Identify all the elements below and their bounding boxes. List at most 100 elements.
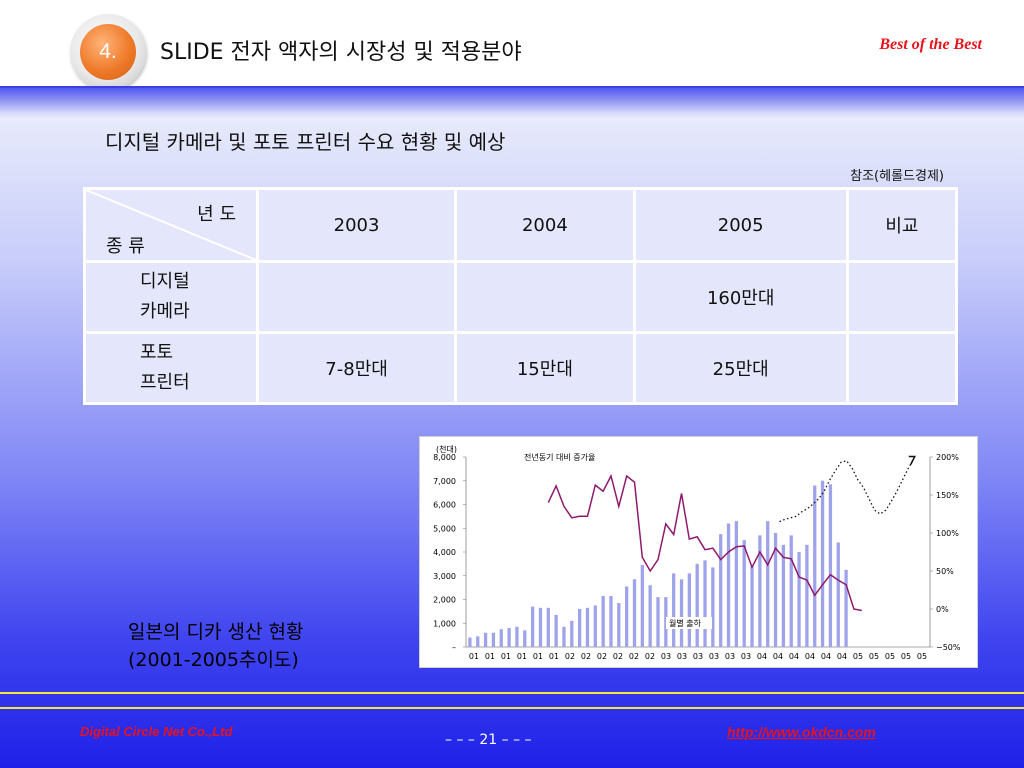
- x-tick-label: 05: [917, 652, 927, 661]
- shipment-bar: [781, 544, 786, 647]
- shipment-bar: [805, 544, 809, 647]
- row-header-line: 디지털: [140, 271, 190, 292]
- row-header: 포토 프린터: [83, 331, 259, 405]
- growth-rate-line: [547, 473, 862, 612]
- table-corner-cell: 년 도 종 류: [83, 187, 259, 263]
- x-tick-label: 03: [741, 652, 751, 661]
- y-right-tick-label: 150%: [936, 491, 959, 500]
- y-left-tick-label: 5,000: [433, 524, 456, 533]
- caption-line: 일본의 디카 생산 현황: [128, 621, 304, 643]
- row-header: 디지털 카메라: [83, 260, 259, 334]
- shipment-bar: [515, 626, 519, 647]
- shipment-bar: [750, 566, 754, 647]
- x-tick-label: 05: [901, 652, 911, 661]
- shipment-bar: [664, 597, 668, 647]
- page-number: – – – 21 – – –: [445, 732, 532, 748]
- forecast-arrowhead: [908, 455, 916, 465]
- shipment-bar: [601, 595, 605, 647]
- x-tick-label: 03: [661, 652, 671, 661]
- x-tick-label: 01: [469, 652, 479, 661]
- column-header: 2005: [632, 187, 849, 263]
- header-band: [0, 86, 1024, 120]
- production-chart: (천대) 8,000 7,000 6,000 5,000 4,000 3,000 2,000 1…: [419, 436, 978, 668]
- slide-title: SLIDE 전자 액자의 시장성 및 적용분야: [160, 40, 522, 65]
- shipment-bar: [468, 637, 472, 647]
- header: [0, 0, 1024, 86]
- shipment-bar: [656, 597, 660, 647]
- x-tick-label: 03: [709, 652, 719, 661]
- shipment-bar: [711, 567, 715, 647]
- content-subtitle: 디지털 카메라 및 포토 프린터 수요 현황 및 예상: [105, 130, 506, 154]
- shipment-bar: [499, 629, 503, 647]
- shipment-bar: [820, 480, 825, 647]
- x-tick-label: 03: [693, 652, 703, 661]
- shipment-bar: [609, 595, 613, 647]
- section-number-badge: 4.: [70, 14, 146, 90]
- shipment-bar: [719, 534, 723, 647]
- x-tick-label: 04: [757, 652, 767, 661]
- y-left-tick-label: 7,000: [433, 477, 456, 486]
- shipment-bar: [679, 579, 684, 647]
- y-left-tick-label: 3,000: [433, 572, 456, 581]
- reference-note: 참조(헤롤드경제): [850, 169, 944, 184]
- shipment-bar: [523, 630, 527, 647]
- shipment-bar: [577, 609, 582, 647]
- shipment-bar: [632, 579, 637, 647]
- header-divider: [0, 86, 1024, 88]
- unit-label: (천대): [436, 444, 457, 454]
- shipment-bar: [538, 607, 543, 647]
- y-right-tick-label: 100%: [936, 529, 959, 538]
- shipment-bar: [734, 521, 739, 647]
- shipment-bar: [773, 533, 778, 647]
- y-left-tick-label: 4,000: [433, 548, 456, 557]
- x-tick-label: 04: [821, 652, 831, 661]
- table-header-row: 년 도 종 류 2003 2004 2005 비교: [83, 187, 959, 263]
- row-header-line: 프린터: [140, 372, 190, 393]
- y-left-tick-label: 1,000: [433, 619, 456, 628]
- shipment-bar: [554, 614, 558, 647]
- column-header: 2003: [255, 187, 458, 263]
- shipment-bar: [758, 535, 762, 647]
- x-tick-label: 05: [885, 652, 895, 661]
- x-tick-label: 03: [725, 652, 735, 661]
- x-tick-label: 01: [485, 652, 495, 661]
- shipment-bar: [844, 569, 848, 647]
- shipment-bar: [703, 560, 707, 647]
- x-tick-label: 04: [789, 652, 799, 661]
- shipment-bar: [562, 626, 566, 647]
- x-tick-label: 01: [501, 652, 511, 661]
- y-right-tick-label: 50%: [936, 567, 954, 576]
- shipment-bar: [585, 607, 590, 647]
- table-row: 포토 프린터 7-8만대 15만대 25만대: [83, 331, 959, 405]
- y-right-tick-label: 200%: [936, 453, 959, 462]
- company-name: Digital Circle Net Co.,Ltd: [80, 724, 233, 739]
- x-tick-label: 04: [837, 652, 847, 661]
- x-tick-label: 02: [645, 652, 655, 661]
- row-header-line: 카메라: [140, 301, 190, 322]
- column-header: 비교: [845, 187, 959, 263]
- shipment-bar: [648, 585, 652, 647]
- shipment-bar: [695, 563, 699, 647]
- website-link[interactable]: http://www.okdcn.com: [727, 724, 876, 740]
- brand-tagline: Best of the Best: [879, 36, 982, 53]
- shipment-bar: [625, 586, 629, 647]
- series-label-growth: 전년동기 대비 증가율: [524, 452, 595, 462]
- shipment-bar: [742, 540, 746, 647]
- footer-divider-top: [0, 692, 1024, 694]
- x-tick-label: 04: [805, 652, 815, 661]
- shipment-bar: [813, 485, 817, 647]
- y-left-tick-label: 6,000: [433, 501, 456, 510]
- shipment-bar: [617, 603, 621, 647]
- shipment-bar: [797, 552, 801, 647]
- table-row: 디지털 카메라 160만대: [83, 260, 959, 334]
- column-header: 2004: [454, 187, 636, 263]
- forecast-line: [779, 458, 915, 523]
- shipment-bar: [687, 573, 691, 647]
- section-number: 4.: [80, 24, 136, 80]
- table-cell: 160만대: [632, 260, 849, 334]
- x-tick-label: 04: [773, 652, 783, 661]
- shipment-bar: [766, 521, 770, 647]
- series-label-shipment: 월별 출하: [669, 618, 702, 628]
- bar-label-bg: [666, 617, 712, 629]
